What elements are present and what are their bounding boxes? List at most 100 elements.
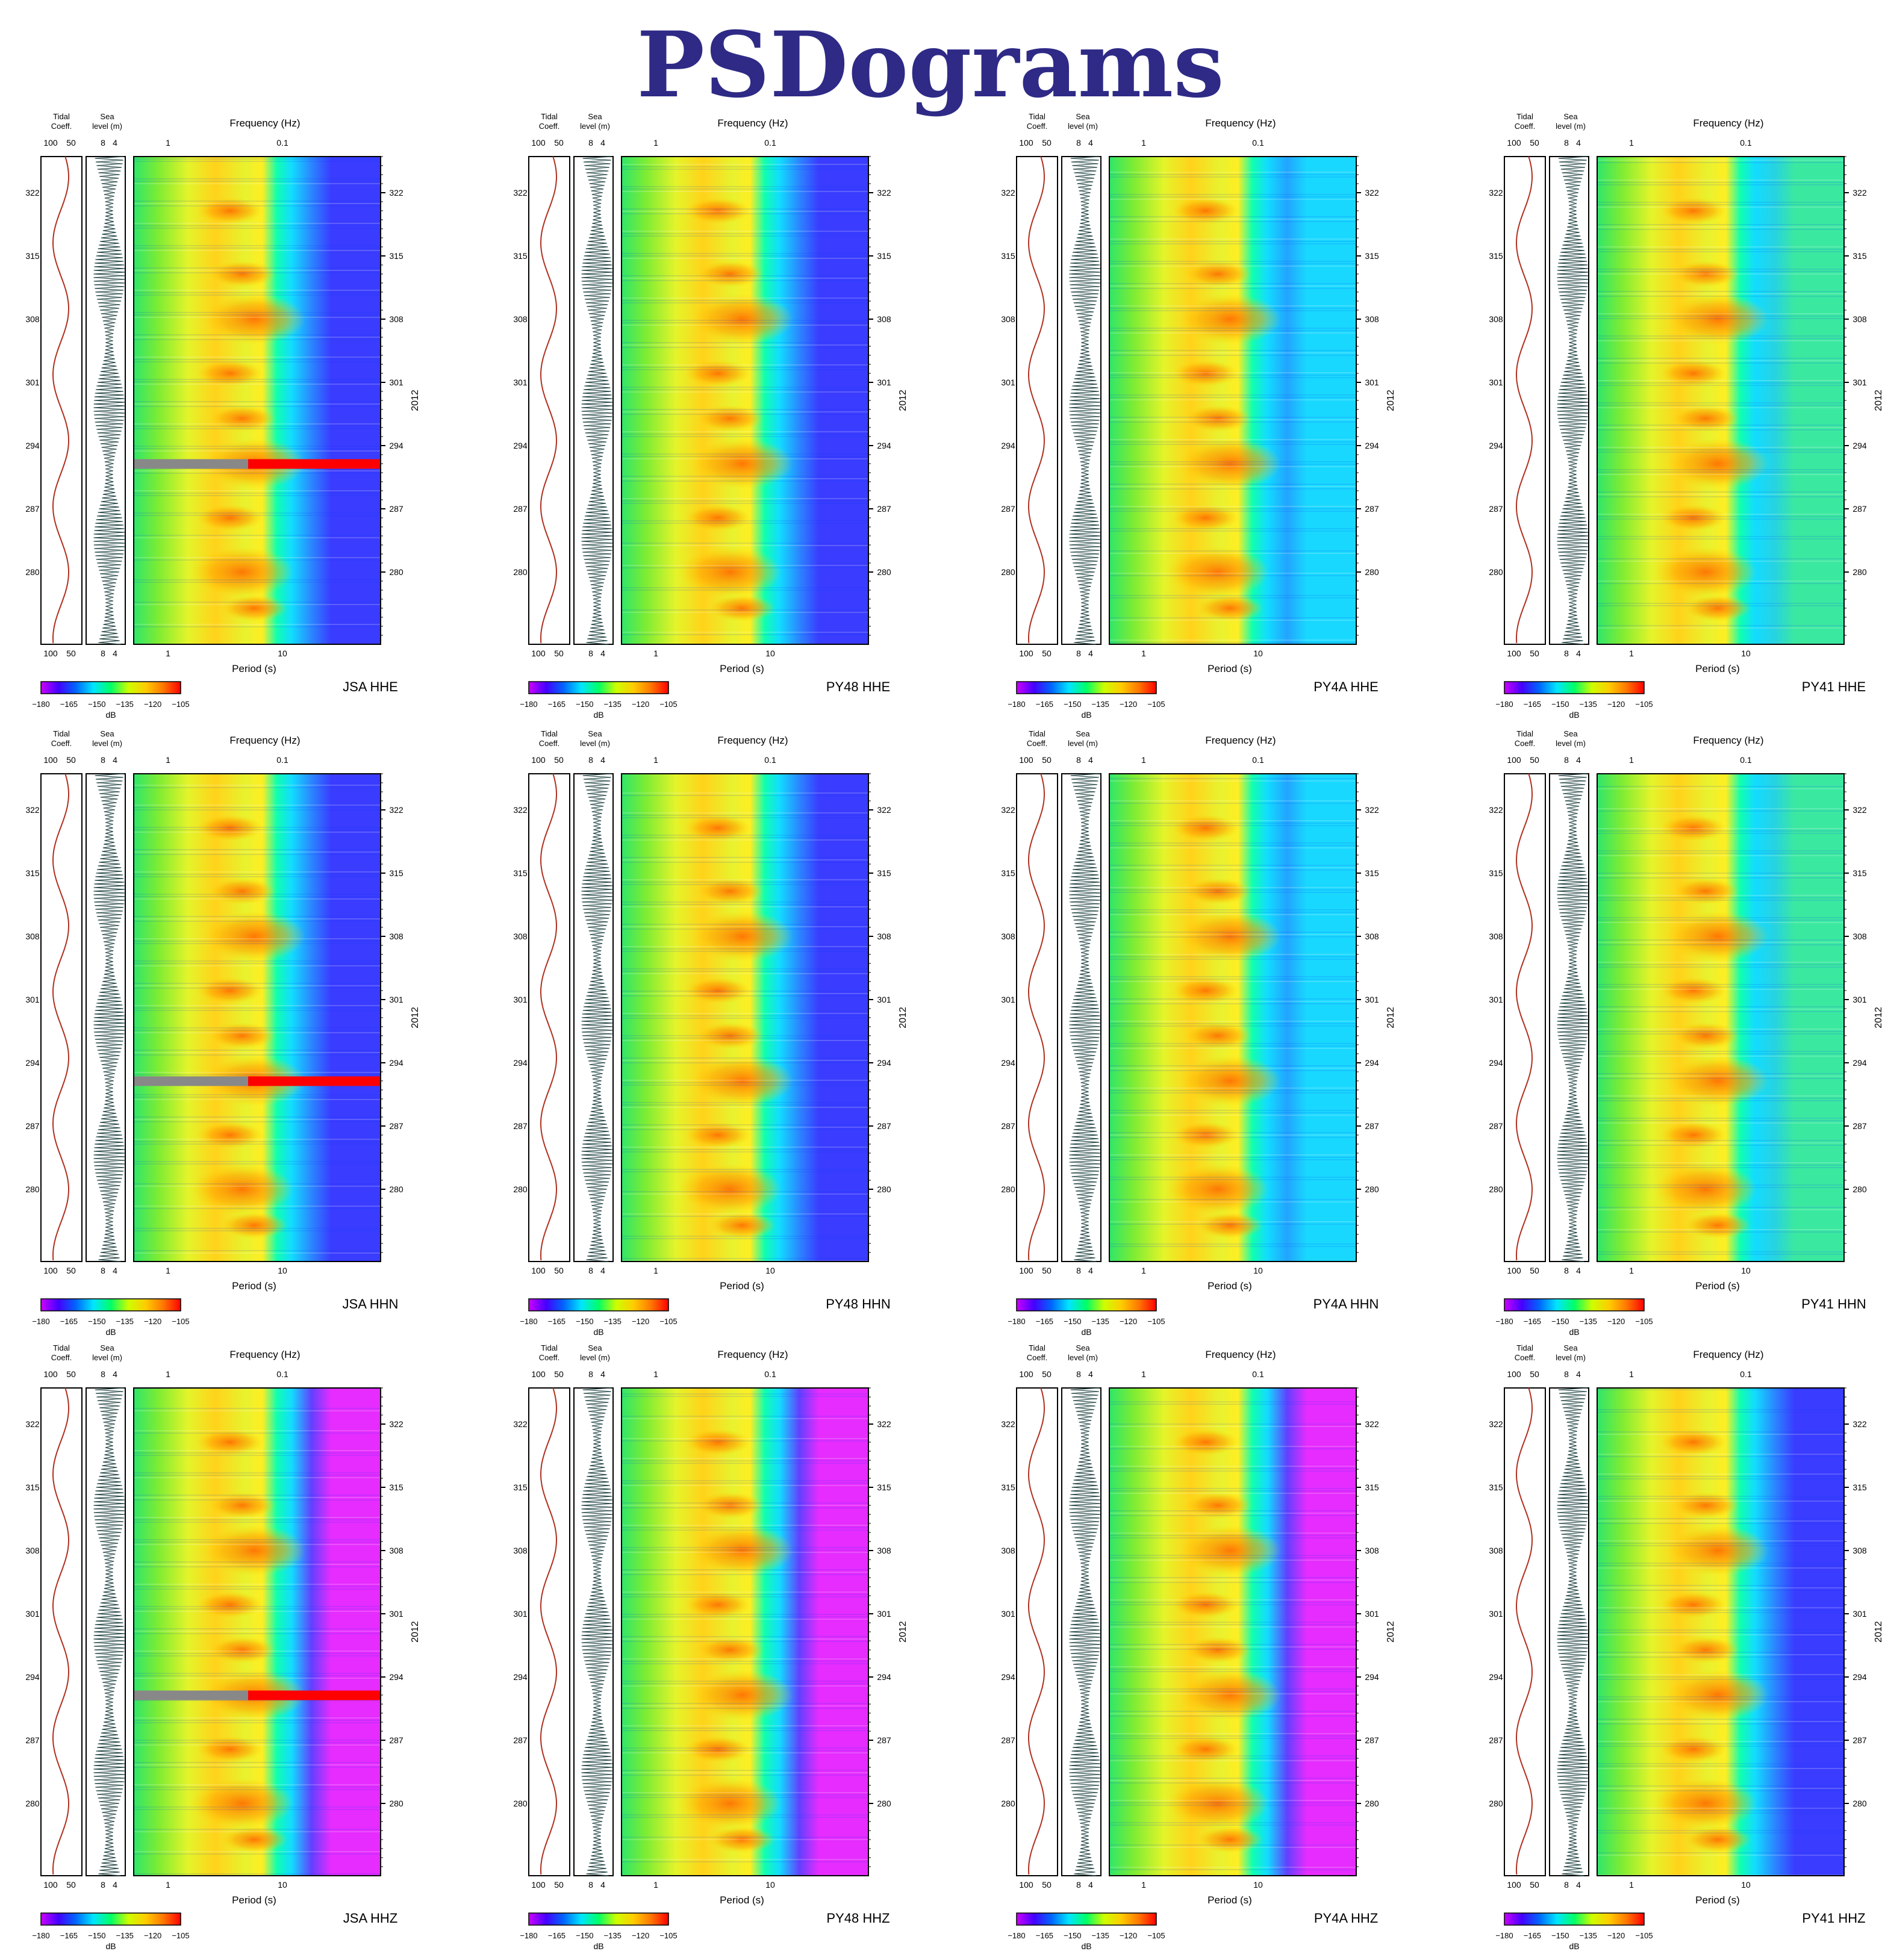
colorbar-tick: −165 — [1036, 700, 1053, 709]
day-tick-left: 294 — [513, 441, 528, 450]
day-tick-left: 294 — [1489, 1058, 1503, 1068]
period-axis-label: Period (s) — [720, 663, 764, 674]
day-tick-right: 301 — [389, 1609, 403, 1619]
tidal-label: Coeff. — [51, 1353, 72, 1362]
day-tick-left: 294 — [1001, 441, 1015, 450]
sea-level-plot — [573, 773, 614, 1262]
frequency-tick: 1 — [653, 138, 658, 148]
colorbar-tick: −180 — [520, 1317, 537, 1326]
tidal-tick: 50 — [1530, 649, 1539, 658]
sea-level-trace — [1557, 773, 1589, 1262]
energy-patch — [1660, 977, 1727, 1004]
sea-level-trace — [581, 156, 613, 645]
sea-tick: 8 — [101, 138, 105, 148]
day-tick-left: 315 — [25, 868, 40, 878]
colorbar-tick: −105 — [659, 1317, 677, 1326]
energy-patch — [697, 1022, 763, 1049]
sea-label: Sea — [1076, 112, 1090, 121]
sea-level-plot — [1061, 1387, 1101, 1876]
data-gap-gray — [134, 459, 248, 469]
sea-tick: 8 — [1564, 138, 1569, 148]
energy-patch — [685, 1122, 751, 1148]
colorbar-tick: −165 — [548, 700, 566, 709]
energy-patch — [1185, 1022, 1251, 1049]
energy-patch — [197, 505, 263, 531]
day-tick-left: 322 — [1489, 805, 1503, 815]
colorbar-tick: −150 — [1551, 1931, 1569, 1940]
energy-patch — [1654, 1778, 1757, 1829]
tidal-coeff-plot — [40, 156, 83, 645]
day-tick-right: 294 — [1365, 1058, 1379, 1068]
frequency-axis-label: Frequency (Hz) — [1205, 735, 1276, 746]
sea-label: level (m) — [1068, 1353, 1098, 1362]
sea-tick: 4 — [1088, 1880, 1093, 1890]
energy-patch — [1666, 438, 1769, 489]
day-tick-left: 287 — [1489, 504, 1503, 514]
energy-patch — [1173, 1122, 1239, 1148]
sea-frame — [573, 1387, 614, 1876]
day-tick-right: 301 — [1852, 378, 1867, 387]
frequency-axis-label: Frequency (Hz) — [229, 117, 300, 129]
tidal-tick: 50 — [66, 1880, 76, 1890]
colorbar-tick: −135 — [1580, 1317, 1597, 1326]
frequency-tick: 0.1 — [1252, 1369, 1264, 1379]
day-tick-left: 294 — [513, 1058, 528, 1068]
tidal-coeff-plot — [1504, 156, 1546, 645]
energy-patch — [1672, 1022, 1739, 1049]
tidal-tick: 100 — [1019, 1266, 1033, 1275]
sea-tick: 4 — [600, 755, 605, 765]
sea-level-trace — [1069, 1387, 1101, 1876]
year-label: 2012 — [1874, 1007, 1884, 1028]
tidal-label: Tidal — [1516, 112, 1533, 121]
period-tick: 1 — [166, 1266, 170, 1275]
day-tick-right: 280 — [1365, 1799, 1379, 1808]
day-tick-right: 301 — [389, 995, 403, 1004]
energy-patch — [209, 261, 275, 287]
sea-tick: 4 — [1088, 1369, 1093, 1379]
sea-frame — [1061, 1387, 1101, 1876]
sea-level-plot — [1549, 773, 1589, 1262]
tidal-tick: 50 — [554, 1369, 564, 1379]
day-tick-left: 308 — [1001, 1546, 1015, 1555]
day-tick-left: 280 — [1489, 1799, 1503, 1808]
colorbar-unit: dB — [593, 710, 603, 720]
frequency-tick: 0.1 — [276, 138, 288, 148]
energy-patch — [691, 438, 793, 489]
day-tick-right: 287 — [389, 1735, 403, 1745]
tidal-coeff-plot — [1016, 1387, 1058, 1876]
day-tick-right: 315 — [877, 868, 891, 878]
energy-patch — [1666, 911, 1769, 962]
frequency-tick: 1 — [1141, 1369, 1146, 1379]
colorbar-tick: −180 — [32, 700, 49, 709]
colorbar-tick: −180 — [520, 1931, 537, 1940]
tidal-frame — [1504, 156, 1546, 645]
energy-patch — [685, 815, 751, 841]
energy-patch — [1173, 1591, 1239, 1618]
energy-patch — [1660, 815, 1727, 841]
day-tick-right: 308 — [877, 1546, 891, 1555]
day-tick-left: 322 — [1489, 188, 1503, 198]
psd-heatmap — [621, 1387, 869, 1876]
colorbar-tick: −135 — [1580, 1931, 1597, 1940]
frequency-tick: 1 — [1629, 755, 1634, 765]
day-tick-right: 308 — [389, 1546, 403, 1555]
colorbar-tick: −135 — [1092, 700, 1109, 709]
day-tick-right: 287 — [1365, 1735, 1379, 1745]
colorbar-tick: −150 — [1551, 700, 1569, 709]
day-tick-right: 322 — [389, 1419, 403, 1429]
sea-tick: 4 — [113, 1880, 117, 1890]
day-tick-right: 287 — [1365, 504, 1379, 514]
sea-tick: 4 — [600, 1369, 605, 1379]
colorbar-tick: −180 — [520, 700, 537, 709]
sea-level-trace — [93, 1387, 125, 1876]
day-tick-right: 280 — [1365, 1184, 1379, 1194]
period-tick: 10 — [278, 649, 287, 658]
frequency-tick: 1 — [166, 138, 170, 148]
tidal-label: Coeff. — [1027, 739, 1047, 748]
frequency-tick: 0.1 — [764, 1369, 776, 1379]
colorbar-tick: −180 — [1495, 1931, 1513, 1940]
sea-level-plot — [573, 1387, 614, 1876]
period-tick: 10 — [765, 1266, 775, 1275]
sea-level-trace — [581, 773, 613, 1262]
